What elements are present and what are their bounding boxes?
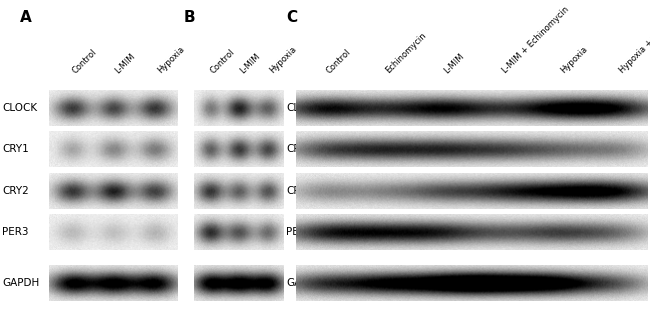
Text: CRY2: CRY2 <box>286 186 313 196</box>
Text: GAPDH: GAPDH <box>286 278 323 288</box>
Text: Control: Control <box>209 47 237 75</box>
Text: CRY1: CRY1 <box>2 144 29 154</box>
Text: CLOCK: CLOCK <box>2 103 37 113</box>
Text: Hypoxia: Hypoxia <box>559 45 590 75</box>
Text: PER3: PER3 <box>2 227 29 237</box>
Text: CRY2: CRY2 <box>2 186 29 196</box>
Text: PER3: PER3 <box>286 227 313 237</box>
Text: Hypoxia + Echinomycin: Hypoxia + Echinomycin <box>618 0 650 75</box>
Text: Control: Control <box>325 47 353 75</box>
Text: Hypoxia: Hypoxia <box>155 45 186 75</box>
Text: L-MIM: L-MIM <box>442 52 465 75</box>
Text: Hypoxia: Hypoxia <box>268 45 298 75</box>
Text: GAPDH: GAPDH <box>2 278 39 288</box>
Text: C: C <box>286 10 297 25</box>
Text: CLOCK: CLOCK <box>286 103 321 113</box>
Text: L-MIM: L-MIM <box>238 52 262 75</box>
Text: L-MIM: L-MIM <box>113 52 136 75</box>
Text: Control: Control <box>70 47 98 75</box>
Text: A: A <box>20 10 31 25</box>
Text: CRY1: CRY1 <box>286 144 313 154</box>
Text: L-MIM + Echinomycin: L-MIM + Echinomycin <box>500 5 571 75</box>
Text: Echinomycin: Echinomycin <box>384 31 428 75</box>
Text: B: B <box>184 10 196 25</box>
